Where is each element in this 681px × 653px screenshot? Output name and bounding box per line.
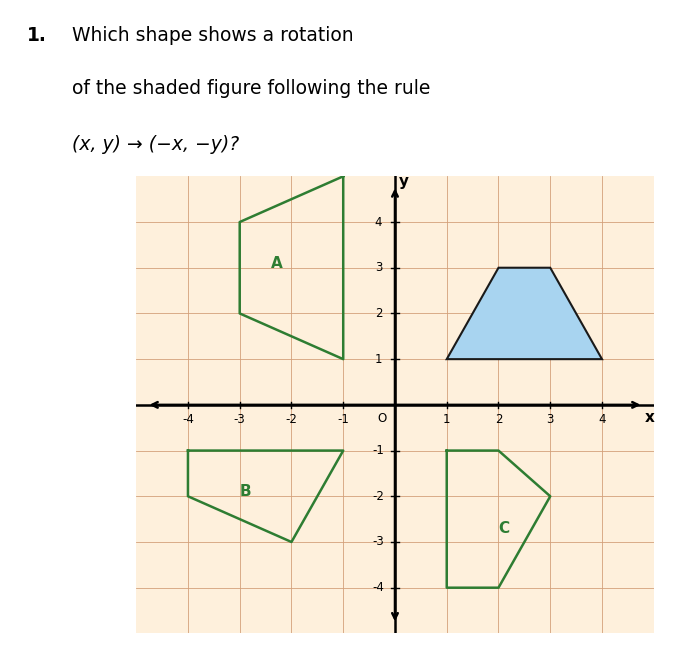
Text: 4: 4 [375,215,382,229]
Text: A: A [271,256,283,271]
Text: -3: -3 [373,535,384,549]
Text: (x, y) → (−x, −y)?: (x, y) → (−x, −y)? [72,135,240,154]
Text: -4: -4 [373,581,384,594]
Text: O: O [377,412,387,425]
Text: 4: 4 [598,413,606,426]
Text: C: C [498,521,509,536]
Text: 1: 1 [375,353,382,366]
Text: -2: -2 [285,413,298,426]
Text: x: x [645,410,654,425]
Text: Which shape shows a rotation: Which shape shows a rotation [72,25,354,44]
Text: 2: 2 [375,307,382,320]
Text: 1: 1 [443,413,451,426]
Text: B: B [240,485,251,500]
Text: 2: 2 [494,413,503,426]
Text: 3: 3 [375,261,382,274]
Text: of the shaded figure following the rule: of the shaded figure following the rule [72,79,431,98]
Text: -1: -1 [337,413,349,426]
Text: 1.: 1. [27,25,46,44]
Text: -4: -4 [182,413,194,426]
Text: 3: 3 [547,413,554,426]
Text: -2: -2 [373,490,384,503]
Text: -3: -3 [234,413,246,426]
Text: -1: -1 [373,444,384,457]
Text: y: y [399,174,409,189]
Polygon shape [447,268,602,359]
